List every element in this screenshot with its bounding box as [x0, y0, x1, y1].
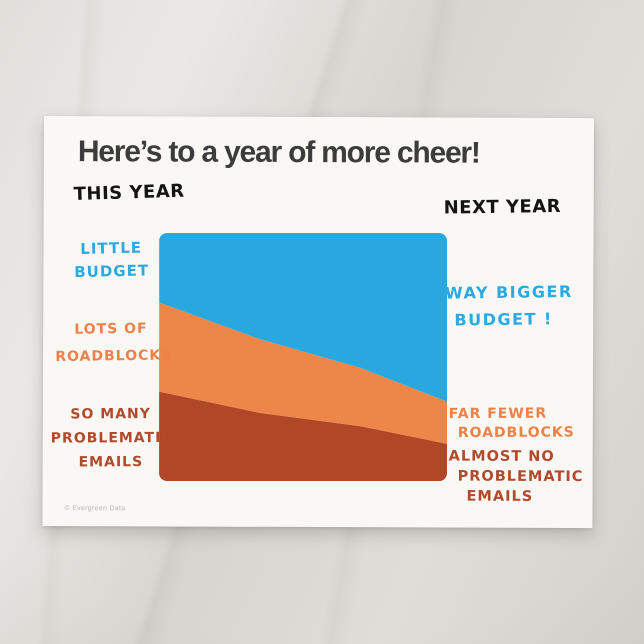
annotation-line: BUDGET ! — [454, 309, 553, 330]
annotation-line: ROADBLOCKS — [55, 347, 173, 366]
copyright-watermark: © Evergreen Data — [64, 505, 126, 513]
postcard: Here’s to a year of more cheer! THIS YEA… — [42, 116, 594, 529]
annotation-line: LOTS OF — [74, 320, 148, 338]
stacked-slope-chart — [159, 232, 448, 482]
area-roadblocks — [159, 302, 448, 444]
annotation-far-fewer-roadblocks: FAR FEWER ROADBLOCKS — [449, 404, 575, 443]
annotation-line: ALMOST NO — [448, 448, 555, 465]
annotation-line: ROADBLOCKS — [457, 424, 575, 442]
annotation-line: BUDGET — [74, 261, 150, 282]
annotation-way-bigger-budget: WAY BIGGER BUDGET ! — [445, 278, 573, 334]
annotation-line: WAY BIGGER — [444, 281, 573, 303]
annotation-line: SO MANY — [70, 406, 151, 423]
annotation-line: FAR FEWER — [448, 405, 548, 423]
slope-chart-svg — [159, 232, 448, 482]
area-budget — [159, 232, 448, 402]
annotation-line: EMAILS — [78, 454, 144, 471]
annotation-line: EMAILS — [466, 488, 534, 505]
annotation-so-many-problematic-emails: SO MANY PROBLEMATIC EMAILS — [50, 402, 173, 475]
annotation-almost-no-problematic-emails: ALMOST NO PROBLEMATIC EMAILS — [449, 447, 584, 508]
annotation-little-budget: LITTLE BUDGET — [55, 236, 168, 284]
column-label-next-year: NEXT YEAR — [443, 195, 562, 219]
annotation-line: LITTLE — [80, 238, 143, 258]
annotation-lots-of-roadblocks: LOTS OF ROADBLOCKS — [55, 315, 173, 371]
annotation-line: PROBLEMATIC — [50, 429, 173, 447]
column-label-this-year: THIS YEAR — [73, 180, 185, 206]
annotation-line: PROBLEMATIC — [457, 468, 584, 486]
postcard-title: Here’s to a year of more cheer! — [77, 135, 480, 170]
area-problematic-emails — [159, 391, 448, 482]
